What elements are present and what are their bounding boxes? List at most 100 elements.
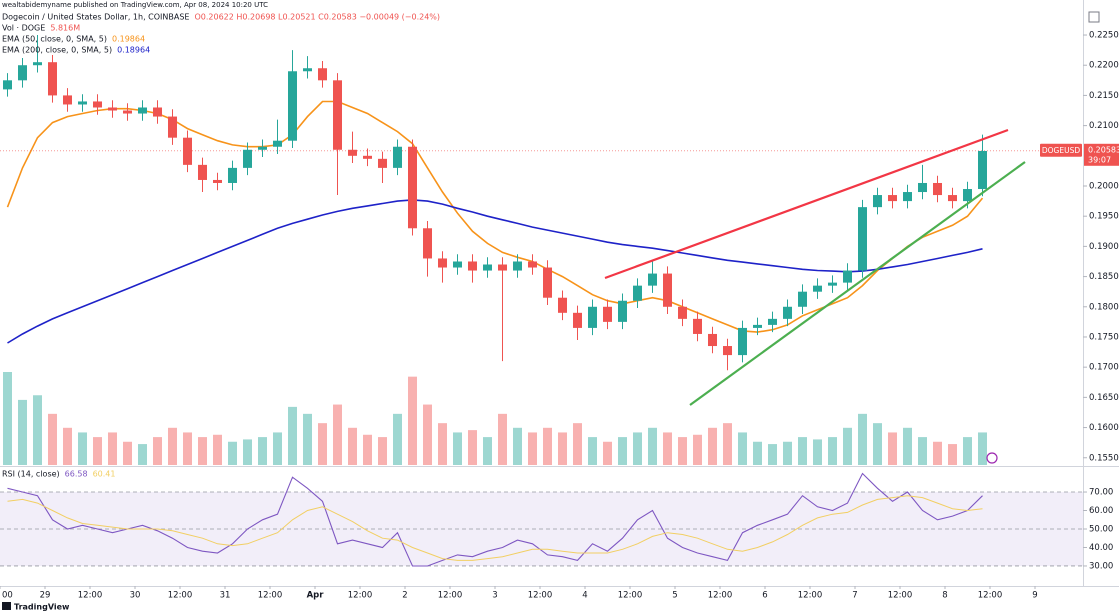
rsi-tick-label: 60.00 [1089, 506, 1113, 516]
volume-bar [483, 437, 492, 465]
rsi-tick-label: 30.00 [1089, 561, 1113, 571]
candle-body [678, 306, 687, 319]
volume-bar [78, 432, 87, 465]
x-tick-label: 31 [220, 591, 231, 601]
candle-body [948, 195, 957, 202]
rsi-legend: RSI (14, close) [2, 470, 60, 479]
candle-body [333, 80, 342, 150]
candle-body [183, 137, 192, 165]
candle-body [468, 261, 477, 271]
candle-body [858, 207, 867, 271]
candle-body [813, 285, 822, 292]
volume-bar [393, 413, 402, 465]
resistance-trendline [604, 128, 1009, 280]
candle-body [708, 333, 717, 347]
volume-bar [963, 437, 972, 465]
volume-bar [168, 427, 177, 465]
rsi-value: 60.41 [93, 470, 116, 479]
volume-bar [798, 437, 807, 465]
candle-body [3, 80, 12, 90]
candle-body [138, 107, 147, 114]
candle-body [723, 346, 732, 356]
x-tick-label: 12:00 [168, 591, 193, 601]
x-tick-label: 30 [130, 591, 141, 601]
symbol-tag: DOGEUSD [1042, 146, 1080, 155]
volume-value: 5.816M [50, 24, 80, 33]
x-tick-label: 12:00 [798, 591, 823, 601]
rsi-value: 66.58 [65, 470, 88, 479]
volume-bar [333, 404, 342, 465]
candle-body [393, 146, 402, 168]
event-icon[interactable] [986, 452, 998, 464]
volume-bar [273, 432, 282, 465]
candle-body [378, 158, 387, 168]
candle-body [768, 318, 777, 325]
candle-body [273, 140, 282, 147]
ema-legend: EMA (50, close, 0, SMA, 5) [2, 35, 107, 44]
volume-bar [528, 432, 537, 465]
settings-icon[interactable] [1088, 11, 1100, 23]
candle-body [903, 192, 912, 202]
candle-body [828, 282, 837, 286]
volume-legend: Vol · DOGE [2, 24, 45, 33]
candle-body [963, 189, 972, 202]
volume-bar [588, 437, 597, 465]
candle-body [123, 110, 132, 114]
candle-body [918, 182, 927, 193]
symbol-title: Dogecoin / United States Dollar, 1h, COI… [2, 13, 189, 22]
candle-body [363, 155, 372, 159]
candle-body [213, 179, 222, 183]
volume-bar [873, 423, 882, 465]
candle-body [888, 195, 897, 202]
x-tick-label: 3 [492, 591, 497, 601]
ema-legend: EMA (200, close, 0, SMA, 5) [2, 46, 112, 55]
candle-body [93, 101, 102, 108]
volume-bar [3, 372, 12, 465]
x-tick-label: 6 [762, 591, 767, 601]
volume-bar [933, 441, 942, 465]
x-tick-label: 12:00 [258, 591, 283, 601]
candle-body [738, 327, 747, 356]
volume-bar [108, 432, 117, 465]
volume-bar [858, 413, 867, 465]
candle-body [18, 65, 27, 81]
candle-body [33, 62, 42, 66]
candle-body [783, 306, 792, 319]
candle-body [663, 273, 672, 307]
x-tick-label: 2 [402, 591, 407, 601]
candle-body [408, 146, 417, 229]
candle-body [78, 101, 87, 105]
volume-bar [378, 437, 387, 465]
volume-bar [213, 434, 222, 465]
volume-bar [813, 439, 822, 465]
x-tick-label: 12:00 [78, 591, 103, 601]
support-trendline [689, 161, 1026, 406]
x-tick-label: 9 [1032, 591, 1037, 601]
volume-bar [738, 432, 747, 465]
candle-body [348, 149, 357, 156]
rsi-line [7, 472, 983, 567]
volume-bar [573, 423, 582, 465]
x-tick-label: 12:00 [708, 591, 733, 601]
volume-bar [468, 430, 477, 465]
volume-bar [678, 437, 687, 465]
rsi-tick-label: 50.00 [1089, 524, 1113, 534]
logo-icon [2, 602, 11, 610]
footer-logo: TradingView [14, 603, 70, 612]
candle-body [798, 291, 807, 307]
volume-bar [828, 437, 837, 465]
volume-bar [123, 441, 132, 465]
candle-body [873, 195, 882, 208]
x-tick-label: 7 [852, 591, 857, 601]
candle-body [288, 71, 297, 141]
volume-bar [228, 441, 237, 465]
volume-bar [423, 404, 432, 465]
x-tick-label: 8 [942, 591, 947, 601]
volume-bar [48, 413, 57, 465]
candle-body [513, 261, 522, 271]
volume-bar [558, 432, 567, 465]
